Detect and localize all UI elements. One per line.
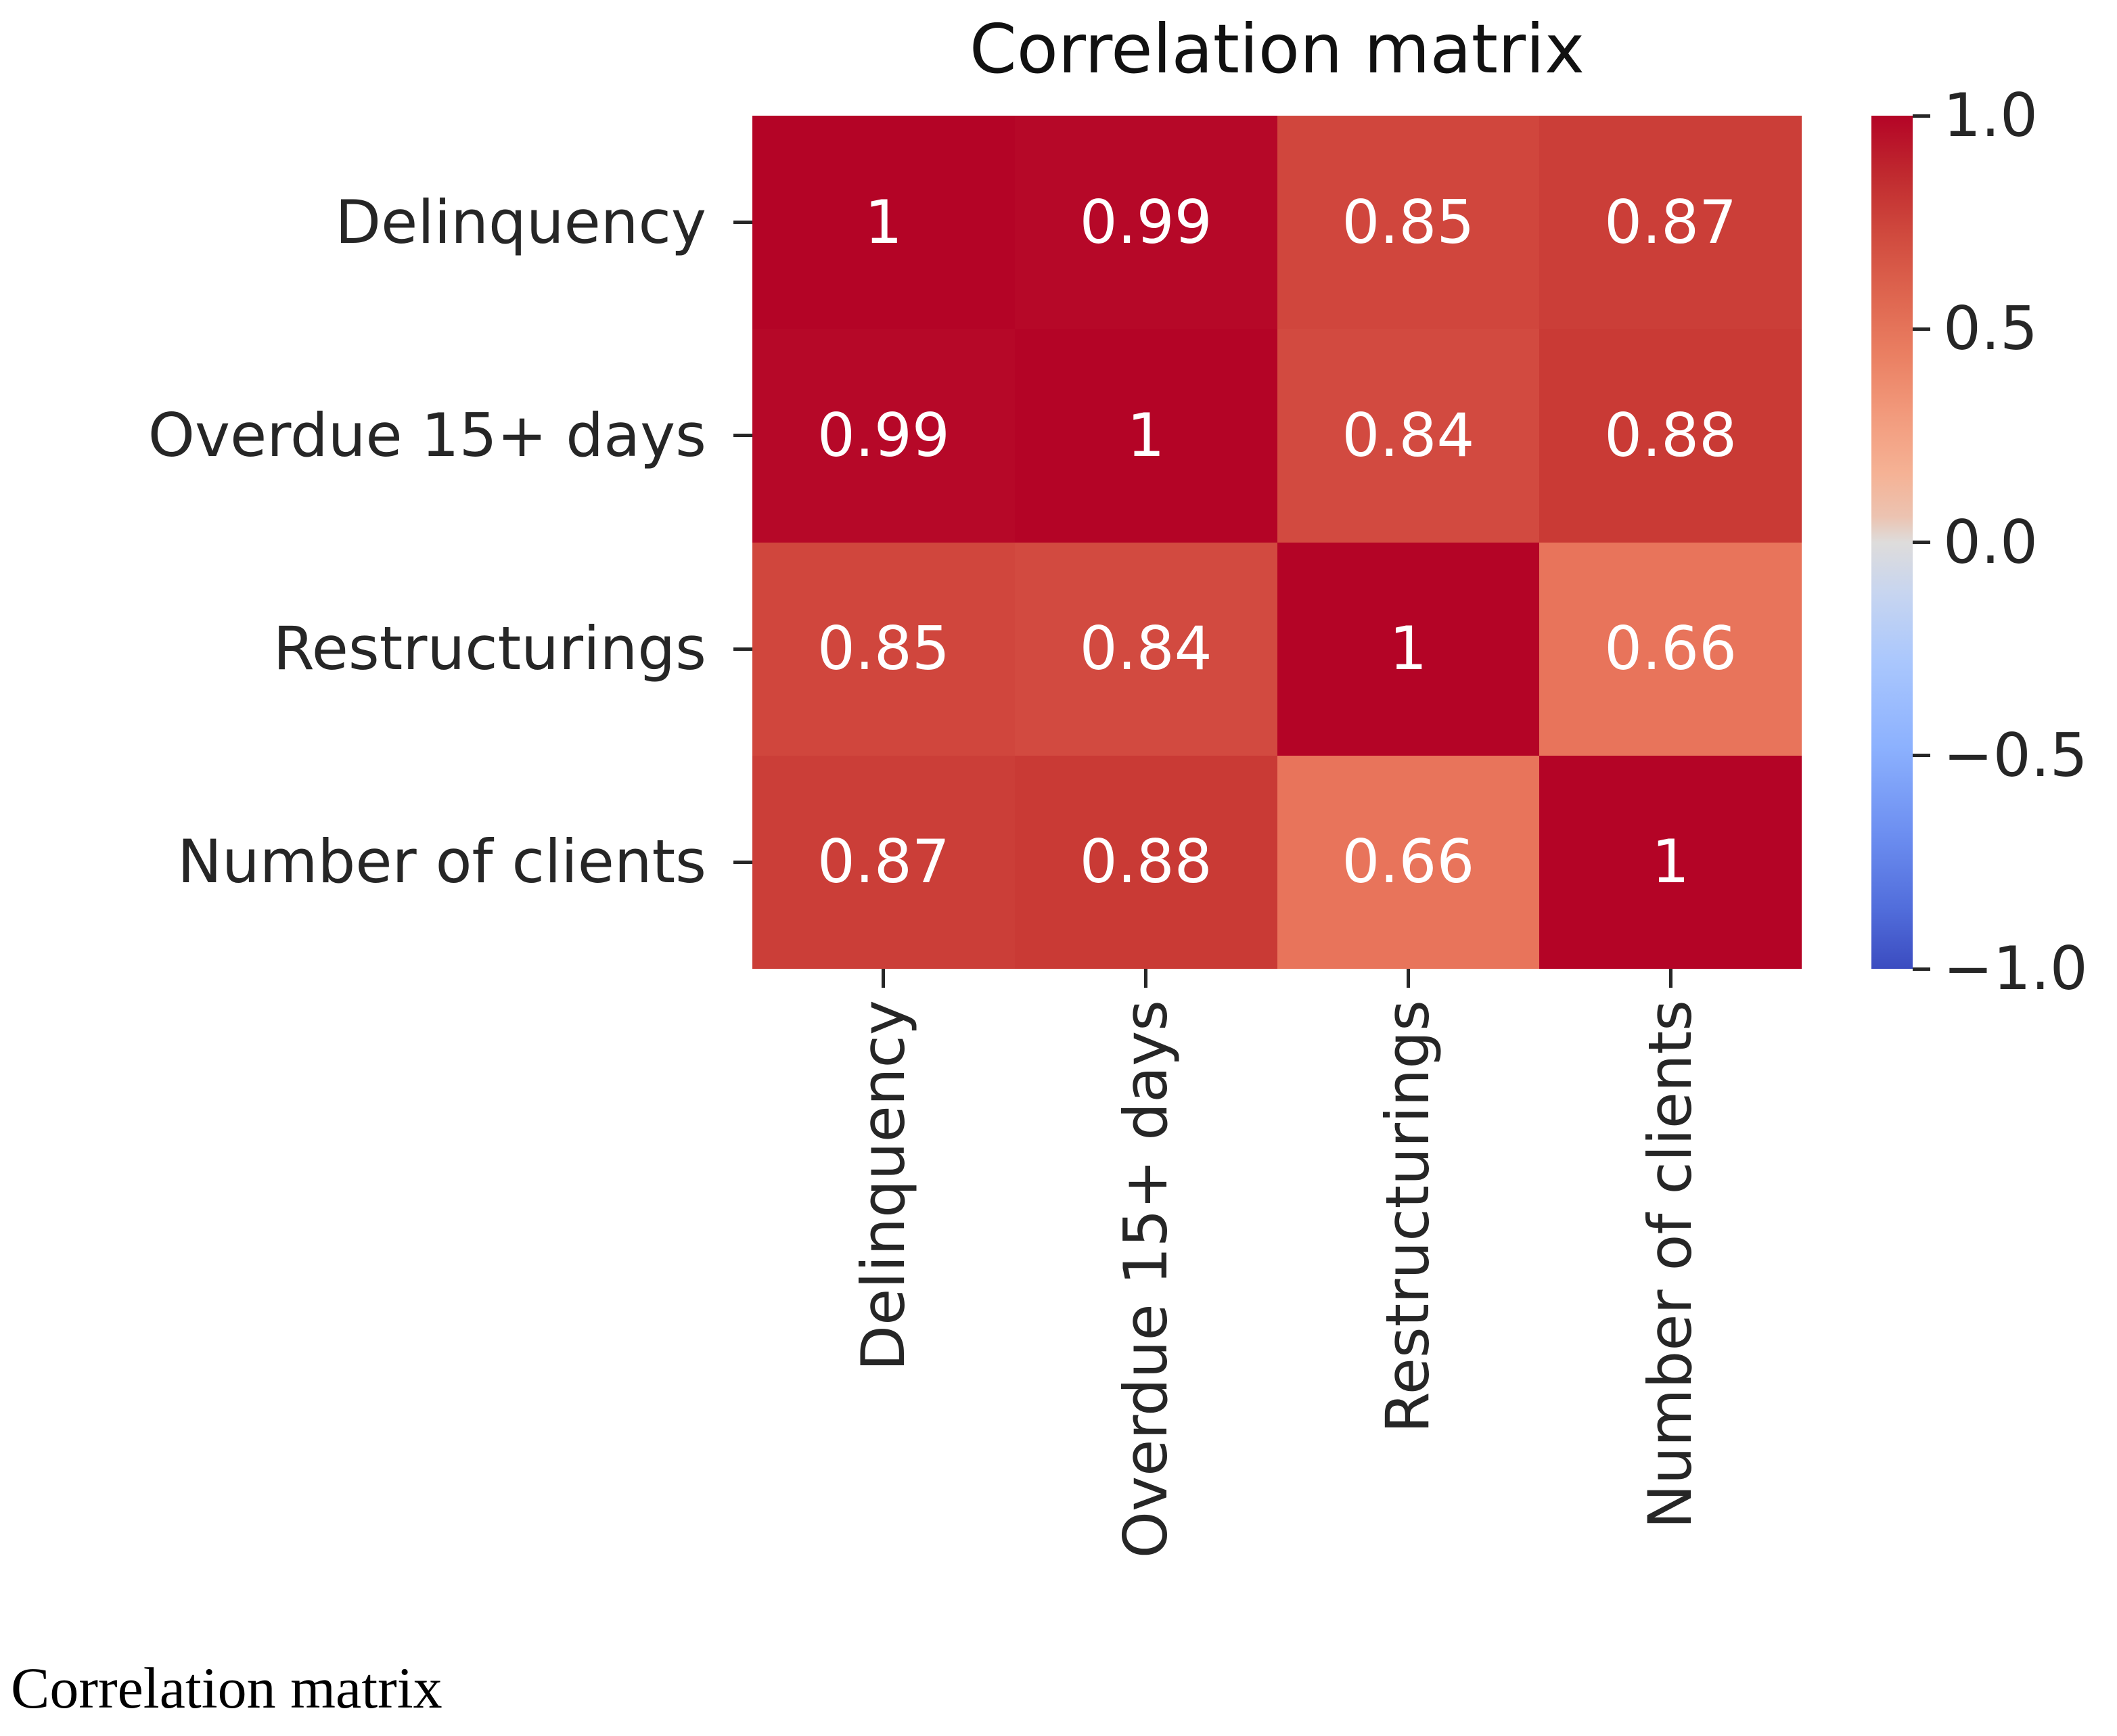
cell-annotation: 1	[1389, 614, 1428, 684]
cell-annotation: 1	[1652, 827, 1690, 897]
heatmap-cell: 0.99	[1014, 116, 1277, 329]
heatmap-cell: 1	[752, 116, 1015, 329]
cell-annotation: 0.66	[1342, 827, 1475, 897]
cell-annotation: 0.87	[817, 827, 950, 897]
cell-annotation: 0.99	[1079, 187, 1212, 257]
colorbar-tick	[1913, 114, 1930, 118]
cell-annotation: 0.99	[817, 400, 950, 470]
cell-annotation: 0.87	[1604, 187, 1737, 257]
y-tick	[733, 221, 752, 225]
cell-annotation: 0.85	[817, 614, 950, 684]
cell-annotation: 0.88	[1604, 400, 1737, 470]
colorbar-tick	[1913, 754, 1930, 758]
heatmap-cell: 0.87	[1539, 116, 1802, 329]
heatmap-cell: 1	[1014, 329, 1277, 543]
heatmap-cell: 0.99	[752, 329, 1015, 543]
y-axis-label: Restructurings	[273, 614, 706, 684]
colorbar-tick-label: −1.0	[1943, 934, 2088, 1003]
x-axis-label: Number of clients	[1635, 1000, 1706, 1529]
x-axis-label: Restructurings	[1373, 1000, 1443, 1434]
y-axis-label: Number of clients	[177, 827, 706, 897]
heatmap-cell: 0.66	[1277, 755, 1540, 969]
heatmap-cell: 1	[1539, 755, 1802, 969]
cell-annotation: 0.84	[1079, 614, 1212, 684]
colorbar-tick-label: 0.5	[1943, 294, 2038, 364]
cell-annotation: 1	[1126, 400, 1165, 470]
x-axis-label: Overdue 15+ days	[1110, 1000, 1181, 1559]
x-tick	[1668, 969, 1672, 988]
x-tick	[1406, 969, 1410, 988]
heatmap-cell: 0.85	[1277, 116, 1540, 329]
heatmap-cell: 0.85	[752, 542, 1015, 756]
heatmap-cell: 0.84	[1277, 329, 1540, 543]
y-tick	[733, 434, 752, 438]
colorbar-tick-label: 0.0	[1943, 507, 2038, 577]
cell-annotation: 1	[864, 187, 903, 257]
cell-annotation: 0.66	[1604, 614, 1737, 684]
heatmap-cell: 0.88	[1539, 329, 1802, 543]
x-tick	[882, 969, 886, 988]
colorbar-tick-label: 1.0	[1943, 81, 2038, 150]
y-tick	[733, 860, 752, 864]
y-tick	[733, 647, 752, 651]
heatmap: 1 0.99 0.85 0.87 0.99 1 0.84 0.88 0.85 0.84 1 0.66 0…	[752, 116, 1802, 969]
cell-annotation: 0.88	[1079, 827, 1212, 897]
figure-caption: Correlation matrix	[11, 1655, 442, 1720]
x-axis-label: Delinquency	[848, 1000, 918, 1371]
colorbar-tick-label: −0.5	[1943, 720, 2088, 790]
heatmap-cell: 0.84	[1014, 542, 1277, 756]
colorbar-tick	[1913, 327, 1930, 331]
cell-annotation: 0.84	[1342, 400, 1475, 470]
y-axis-label: Delinquency	[335, 187, 706, 257]
colorbar-tick	[1913, 967, 1930, 971]
y-axis-label: Overdue 15+ days	[147, 400, 706, 470]
heatmap-cell: 0.88	[1014, 755, 1277, 969]
colorbar-gradient	[1871, 116, 1913, 969]
heatmap-cell: 1	[1277, 542, 1540, 756]
colorbar-tick	[1913, 541, 1930, 544]
heatmap-cell: 0.66	[1539, 542, 1802, 756]
heatmap-cell: 0.87	[752, 755, 1015, 969]
cell-annotation: 0.85	[1342, 187, 1475, 257]
x-tick	[1144, 969, 1148, 988]
chart-title: Correlation matrix	[969, 9, 1585, 89]
